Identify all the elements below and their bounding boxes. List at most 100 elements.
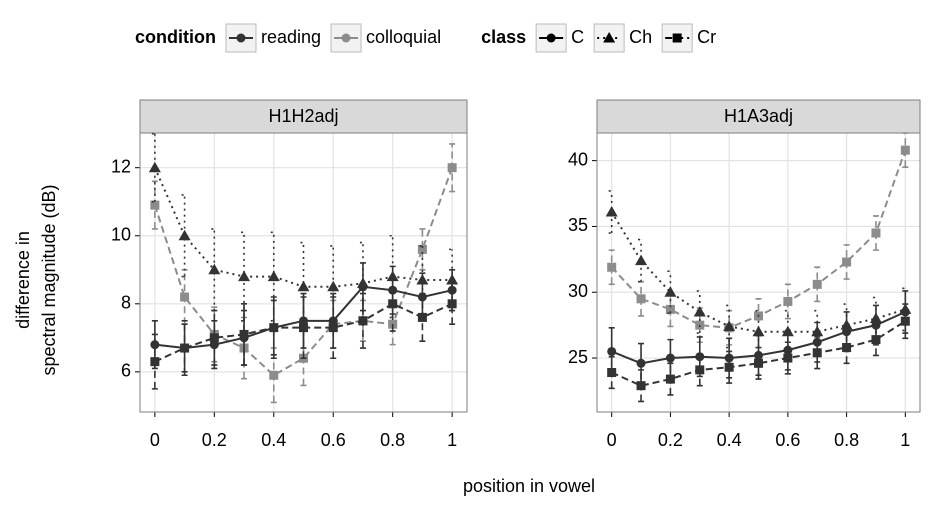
data-point: [665, 304, 675, 314]
error-bar: [330, 296, 337, 360]
strip: [596, 99, 921, 134]
error-bar: [608, 190, 615, 234]
y-tick-label: 25: [568, 347, 588, 367]
data-point: [693, 305, 706, 317]
data-point: [781, 325, 794, 337]
y-axis-label: spectral magnitude (dB): [39, 184, 59, 375]
data-point: [752, 325, 765, 337]
x-axis-label: position in vowel: [463, 476, 595, 496]
error-bar: [151, 132, 158, 203]
legend-symbol: [603, 32, 616, 43]
series-line: [610, 211, 906, 333]
data-point: [842, 343, 852, 353]
legend-label: Cr: [697, 27, 716, 47]
data-point: [607, 346, 617, 356]
error-bar: [667, 270, 674, 315]
data-point: [665, 374, 675, 384]
data-point: [446, 273, 459, 285]
data-point: [812, 279, 822, 289]
data-point: [636, 381, 646, 391]
data-point: [417, 244, 427, 254]
data-point: [299, 323, 308, 333]
data-point: [723, 320, 736, 331]
x-tick-label: 0.8: [834, 430, 859, 450]
strip-title: H1A3adj: [724, 106, 793, 126]
data-point: [811, 325, 824, 337]
x-tick-label: 0.2: [658, 430, 683, 450]
data-point: [269, 370, 279, 380]
data-point: [208, 263, 221, 275]
error-bar: [241, 303, 248, 366]
data-point: [840, 319, 853, 330]
error-bar: [270, 231, 277, 322]
y-tick-label: 8: [121, 293, 131, 313]
x-tick-label: 0: [607, 430, 617, 450]
strip: [139, 99, 468, 134]
data-point: [900, 316, 910, 326]
data-point: [783, 296, 793, 306]
data-point: [812, 348, 822, 358]
data-point: [607, 368, 617, 378]
y-tick-label: 12: [111, 156, 131, 176]
legend-title: condition: [135, 27, 216, 47]
legend-symbol: [236, 33, 246, 43]
x-tick-label: 0.4: [717, 430, 742, 450]
data-point: [724, 362, 734, 372]
legend-title: class: [481, 27, 526, 47]
data-point: [178, 229, 191, 241]
data-point: [267, 270, 280, 282]
y-axis-label: difference in: [13, 231, 33, 329]
error-bar: [241, 231, 248, 322]
data-point: [664, 286, 677, 297]
data-point: [783, 353, 793, 363]
error-bar: [300, 296, 307, 360]
error-bar: [270, 296, 277, 360]
data-point: [605, 205, 618, 217]
error-bar: [696, 290, 703, 334]
y-tick-label: 6: [121, 361, 131, 381]
x-tick-label: 0.8: [380, 430, 405, 450]
error-bar: [638, 238, 645, 283]
legend-label: reading: [261, 27, 321, 47]
data-point: [356, 277, 369, 288]
data-point: [899, 303, 912, 314]
data-point: [416, 273, 429, 285]
legend-symbol: [672, 33, 682, 43]
x-tick-label: 0.6: [321, 430, 346, 450]
data-point: [328, 323, 338, 333]
data-point: [239, 329, 249, 339]
x-tick-label: 1: [447, 430, 457, 450]
data-point: [754, 358, 763, 368]
data-point: [900, 145, 910, 155]
legend-label: colloquial: [366, 27, 441, 47]
x-tick-label: 0.4: [261, 430, 286, 450]
data-point: [842, 257, 852, 267]
y-tick-label: 30: [568, 281, 588, 301]
legend-symbol: [546, 33, 556, 43]
error-bar: [726, 304, 733, 349]
data-point: [238, 270, 251, 282]
data-point: [148, 161, 161, 173]
x-tick-label: 0.2: [202, 430, 227, 450]
data-point: [635, 254, 648, 266]
legend-symbol: [341, 33, 351, 43]
data-point: [327, 280, 340, 292]
error-bar: [181, 194, 188, 278]
x-tick-label: 1: [900, 430, 910, 450]
data-point: [447, 163, 457, 173]
error-bar: [449, 282, 456, 326]
y-tick-label: 10: [111, 225, 131, 245]
data-point: [636, 294, 646, 304]
data-point: [180, 343, 190, 353]
x-tick-label: 0.6: [775, 430, 800, 450]
y-tick-label: 35: [568, 215, 588, 235]
data-point: [180, 292, 190, 302]
legend-label: C: [571, 27, 584, 47]
data-point: [695, 365, 705, 375]
data-point: [417, 312, 427, 322]
error-bar: [419, 228, 426, 271]
legend-label: Ch: [629, 27, 652, 47]
y-tick-label: 40: [568, 149, 588, 169]
data-point: [447, 299, 457, 309]
